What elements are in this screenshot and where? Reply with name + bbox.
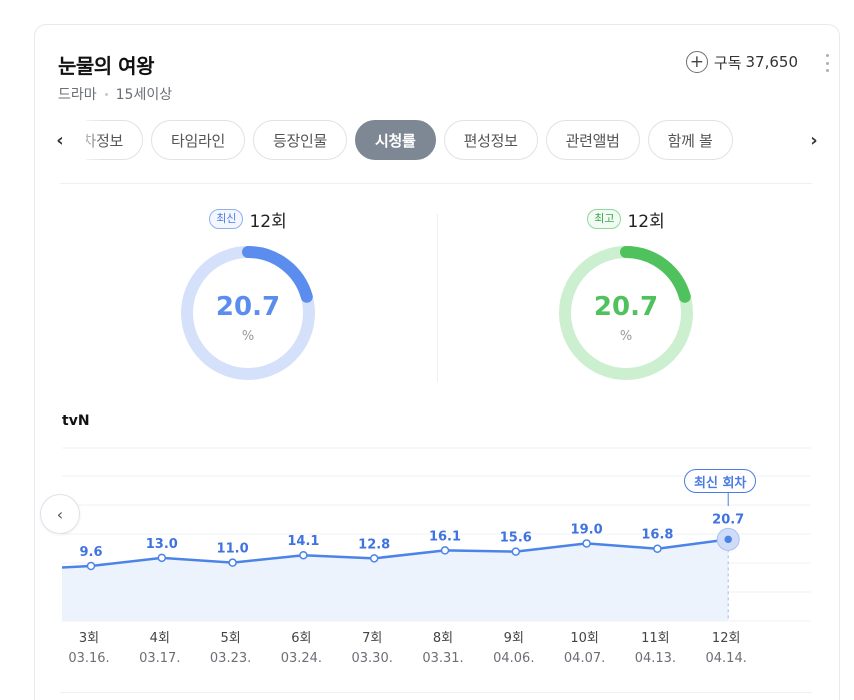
best-rating-gauge: 최고 12회 20.7 % [536, 205, 716, 395]
x-tick-label: 11회 04.13. [620, 629, 690, 669]
tab-3[interactable]: 시청률 [355, 120, 436, 160]
episode-label: 9회 [503, 631, 524, 646]
latest-badge: 최신 [209, 209, 244, 229]
best-donut [559, 246, 693, 380]
episode-label: 5회 [220, 631, 241, 646]
data-label: 11.0 [217, 542, 249, 557]
latest-value: 20.7 [215, 292, 281, 322]
x-tick-label: 3회 03.16. [54, 629, 124, 669]
latest-episode-callout: 최신 회차 [684, 469, 757, 493]
tab-4[interactable]: 편성정보 [443, 120, 538, 160]
data-point[interactable] [440, 546, 450, 555]
x-tick-label: 4회 03.17. [125, 629, 195, 669]
tab-bar: ‹ 회차정보타임라인등장인물시청률편성정보관련앨범함께 볼 › [34, 120, 840, 164]
air-date-label: 04.07. [563, 651, 606, 666]
genre-label: 드라마 [58, 87, 97, 103]
episode-label: 12회 [711, 631, 741, 646]
tab-fade-left [74, 120, 104, 164]
latest-rating-gauge: 최신 12회 20.7 % [158, 205, 338, 395]
episode-label: 3회 [78, 631, 100, 646]
data-label: 13.0 [146, 537, 178, 552]
tab-fade-right [784, 120, 814, 164]
data-label: 19.0 [571, 522, 603, 537]
data-label: 20.7 [712, 512, 744, 527]
data-point[interactable] [724, 535, 732, 544]
data-label: 12.8 [358, 537, 390, 552]
latest-episode: 12회 [249, 211, 287, 232]
chevron-right-icon[interactable]: › [810, 129, 818, 151]
x-tick-label: 6회 03.24. [266, 629, 336, 669]
x-tick-label: 8회 03.31. [408, 629, 478, 669]
separator-dot [104, 92, 108, 96]
air-date-label: 03.30. [351, 651, 393, 666]
best-episode: 12회 [627, 211, 665, 232]
air-date-label: 03.24. [280, 651, 323, 666]
best-unit: % [619, 329, 633, 344]
divider [60, 183, 812, 184]
subscribe-label: 구독 [713, 53, 742, 72]
data-point[interactable] [299, 550, 308, 560]
data-point[interactable] [582, 539, 591, 548]
divider [60, 692, 812, 693]
tab-6[interactable]: 함께 볼 [647, 120, 733, 160]
episode-label: 6회 [291, 631, 312, 646]
data-label: 9.6 [79, 545, 102, 560]
air-date-label: 04.14. [705, 651, 747, 666]
air-date-label: 03.23. [209, 651, 252, 666]
data-point[interactable] [86, 561, 96, 571]
episode-label: 8회 [432, 631, 454, 646]
tab-1[interactable]: 타임라인 [151, 120, 246, 160]
chevron-left-icon: ‹ [56, 504, 64, 524]
latest-donut [181, 246, 315, 380]
x-tick-label: 10회 04.07. [550, 629, 620, 669]
data-label: 16.1 [429, 529, 461, 544]
air-date-label: 03.16. [68, 651, 110, 666]
data-point[interactable] [653, 544, 662, 553]
air-date-label: 03.31. [422, 651, 464, 666]
episode-label: 10회 [570, 631, 599, 646]
subscribe-count: 37,650 [745, 53, 799, 71]
x-tick-label: 5회 03.23. [196, 629, 266, 669]
chevron-left-icon[interactable]: ‹ [56, 129, 64, 151]
channel-name: tvN [62, 413, 90, 429]
air-date-label: 04.06. [493, 651, 535, 666]
air-date-label: 03.17. [139, 651, 181, 666]
series-area [62, 539, 729, 621]
plus-icon: + [685, 51, 708, 73]
more-options-icon[interactable] [826, 54, 830, 72]
chart-prev-button[interactable]: ‹ [40, 494, 80, 534]
age-rating: 15세이상 [115, 87, 173, 103]
data-label: 15.6 [500, 531, 532, 546]
episode-label: 7회 [362, 631, 383, 646]
episode-label: 4회 [149, 631, 170, 646]
latest-donut-arc [181, 246, 315, 380]
subscribe-button[interactable]: + 구독 37,650 [685, 51, 799, 73]
episode-label: 11회 [641, 631, 670, 646]
air-date-label: 04.13. [634, 651, 677, 666]
data-point[interactable] [511, 547, 521, 556]
x-tick-label: 7회 03.30. [337, 629, 407, 669]
gauge-divider [437, 214, 438, 382]
page-title: 눈물의 여왕 [58, 54, 154, 78]
program-info: 드라마 15세이상 [58, 84, 172, 104]
x-tick-label: 9회 04.06. [479, 629, 549, 669]
tab-2[interactable]: 등장인물 [253, 120, 348, 160]
data-point[interactable] [157, 553, 167, 563]
best-value: 20.7 [593, 292, 659, 322]
data-point[interactable] [228, 558, 237, 567]
data-label: 14.1 [287, 534, 319, 549]
best-badge: 최고 [587, 209, 622, 229]
data-label: 16.8 [641, 528, 673, 543]
best-donut-arc [559, 246, 693, 380]
latest-unit: % [241, 329, 255, 344]
data-point[interactable] [369, 554, 379, 563]
tab-5[interactable]: 관련앨범 [545, 120, 640, 160]
x-tick-label: 12회 04.14. [691, 629, 761, 669]
